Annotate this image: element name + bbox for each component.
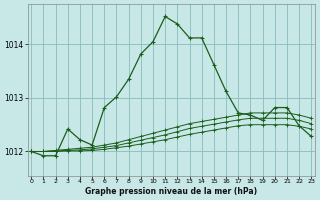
X-axis label: Graphe pression niveau de la mer (hPa): Graphe pression niveau de la mer (hPa) <box>85 187 257 196</box>
